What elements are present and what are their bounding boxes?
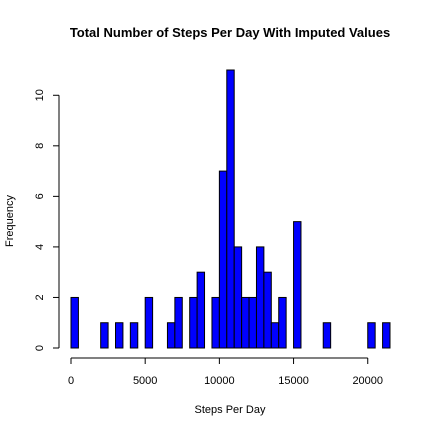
histogram-bar: [278, 296, 287, 349]
histogram-bar: [129, 322, 139, 349]
histogram-bar: [255, 246, 265, 349]
histogram-bar: [144, 296, 154, 349]
y-tick-label: 10: [34, 89, 46, 101]
histogram-bar: [174, 296, 183, 349]
histogram-bar: [70, 296, 79, 349]
bars-group: [70, 69, 391, 349]
histogram-bar: [241, 296, 250, 349]
x-axis: 0 5000 10000 15000 20000: [68, 357, 383, 387]
histogram-bar: [166, 322, 176, 349]
histogram-bar: [367, 322, 376, 349]
y-tick-label: 6: [34, 193, 46, 199]
y-axis-label: Frequency: [4, 195, 16, 247]
x-tick-label: 5000: [133, 375, 157, 387]
x-axis-label: Steps Per Day: [195, 404, 266, 416]
histogram-bar: [248, 296, 257, 349]
x-tick-label: 15000: [278, 375, 309, 387]
histogram-bar: [382, 322, 391, 349]
x-tick-label: 0: [68, 375, 74, 387]
histogram-bar: [270, 322, 280, 349]
histogram-bar: [322, 322, 332, 349]
y-tick-label: 0: [34, 345, 46, 351]
histogram-bar: [100, 322, 109, 349]
histogram-bar: [115, 322, 124, 349]
chart-title: Total Number of Steps Per Day With Imput…: [70, 25, 390, 40]
histogram-bar: [211, 296, 220, 349]
histogram-bar: [226, 69, 235, 349]
histogram-bar: [196, 271, 206, 349]
y-tick-label: 4: [34, 244, 46, 250]
y-tick-label: 2: [34, 294, 46, 300]
histogram-bar: [263, 271, 272, 349]
x-tick-label: 20000: [352, 375, 383, 387]
x-tick-label: 10000: [204, 375, 235, 387]
y-axis: 0 2 4 6 8 10: [34, 89, 60, 351]
histogram-bar: [233, 246, 243, 349]
histogram-bar: [293, 221, 302, 349]
histogram-bar: [218, 170, 228, 349]
histogram-bar: [189, 296, 198, 349]
y-tick-label: 8: [34, 143, 46, 149]
